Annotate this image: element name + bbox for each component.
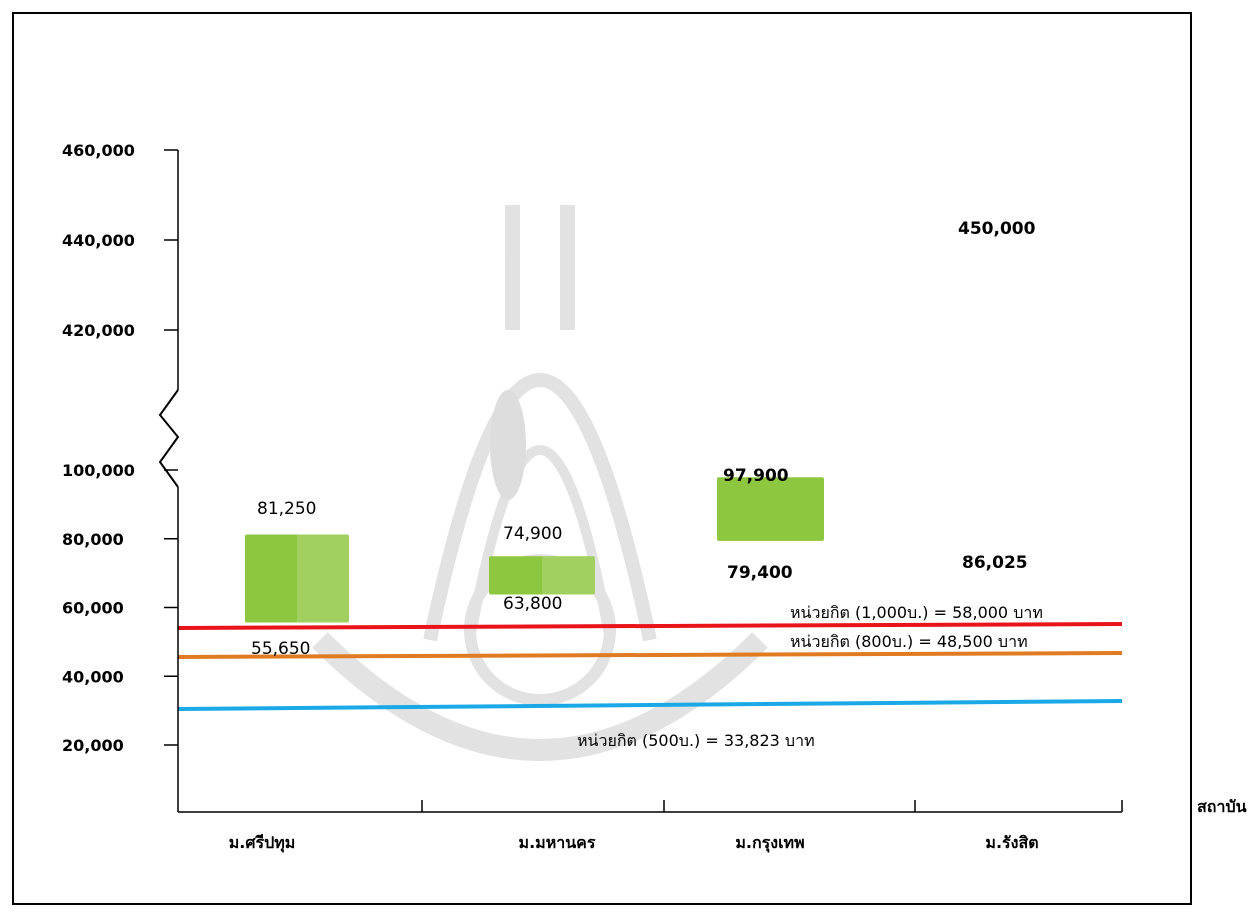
reference-label-800: หน่วยกิต (800บ.) = 48,500 บาท [790,632,1028,651]
x-category-label-4: ม.รังสิต [985,833,1038,852]
range-bar-2 [489,556,595,595]
range-bar-highlight-2 [542,556,595,595]
range-bar-highlight-1 [297,534,349,623]
y-tick-label-460000: 460,000 [62,141,135,160]
max-value-label-4: 450,000 [958,219,1036,239]
max-value-label-1: 81,250 [257,499,316,519]
min-value-label-4: 86,025 [962,553,1028,573]
min-value-label-1: 55,650 [251,639,310,659]
watermark-base-arc [312,632,768,761]
x-axis-title: สถาบัน [1197,797,1247,816]
watermark-figure [490,390,526,500]
y-tick-label-40000: 40,000 [62,667,124,686]
min-value-label-2: 63,800 [503,594,562,614]
y-tick-label-420000: 420,000 [62,321,135,340]
max-value-label-3: 97,900 [723,466,789,486]
x-category-label-3: ม.กรุงเทพ [735,833,804,853]
y-tick-label-60000: 60,000 [62,599,124,618]
reference-label-500: หน่วยกิต (500บ.) = 33,823 บาท [577,731,815,750]
chart-frame [12,12,1192,905]
watermark-spire-left [505,205,520,330]
y-tick-label-440000: 440,000 [62,231,135,250]
watermark-spire-right [560,205,575,330]
y-tick-label-100000: 100,000 [62,461,135,480]
watermark-arch [423,373,657,642]
max-value-label-2: 74,900 [503,524,562,544]
y-tick-label-20000: 20,000 [62,736,124,755]
x-category-label-2: ม.มหานคร [519,833,596,852]
reference-line-800 [177,651,1123,659]
reference-line-500 [177,699,1123,711]
reference-line-1000 [177,622,1123,630]
range-bar-1 [245,534,349,623]
x-category-label-1: ม.ศรีปทุม [229,833,296,853]
watermark-inner-arch [465,445,615,641]
y-tick-label-80000: 80,000 [62,530,124,549]
watermark-figure-head [498,400,518,420]
reference-label-1000: หน่วยกิต (1,000บ.) = 58,000 บาท [790,603,1043,622]
range-bar-3 [717,477,824,541]
min-value-label-3: 79,400 [727,563,793,583]
